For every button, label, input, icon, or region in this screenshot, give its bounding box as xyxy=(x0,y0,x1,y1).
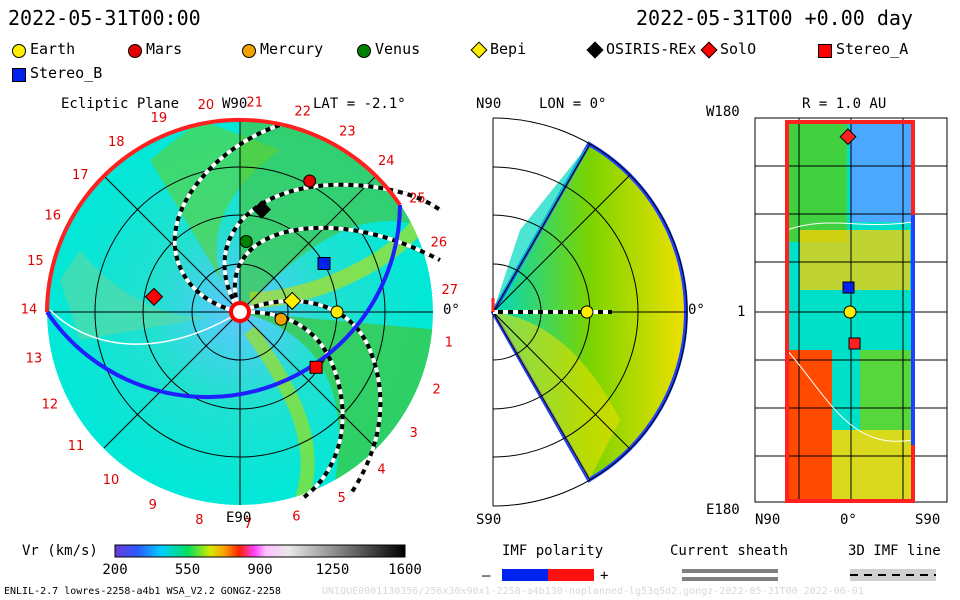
r1au-e180: E180 xyxy=(706,502,740,518)
body-marker-solo xyxy=(144,287,164,306)
r1au-w180: W180 xyxy=(706,104,740,120)
body-marker-bepi xyxy=(283,291,302,311)
mer-title: LON = 0° xyxy=(539,96,607,112)
body-marker-mars xyxy=(303,174,317,188)
ecliptic-panel xyxy=(45,118,442,505)
carrington-tick: 13 xyxy=(26,351,43,366)
footer-left: ENLIL-2.7 lowres-2258-a4b1 WSA_V2.2 GONG… xyxy=(4,586,281,597)
sheath-line-2 xyxy=(682,577,778,581)
carrington-tick: 20 xyxy=(198,98,215,113)
legend-swatch-square xyxy=(818,44,832,58)
legend-label: Stereo_B xyxy=(30,64,103,82)
carrington-tick: 9 xyxy=(149,498,157,513)
body-marker-stereo-a xyxy=(309,360,323,374)
header-left-time: 2022-05-31T00:00 xyxy=(8,6,201,30)
imf-plus: + xyxy=(600,568,609,584)
carrington-tick: 22 xyxy=(294,105,311,120)
carrington-tick: 16 xyxy=(45,209,62,224)
body-markers xyxy=(144,174,344,374)
legend-label: Stereo_A xyxy=(836,40,909,58)
carrington-tick: 11 xyxy=(68,439,85,454)
sheath-line-1 xyxy=(682,569,778,573)
colorbar-tick: 200 xyxy=(102,562,128,578)
imf3d-title: 3D IMF line xyxy=(848,543,941,559)
body-marker-mercury xyxy=(274,312,288,326)
colorbar-tick: 900 xyxy=(247,562,273,578)
footer-right: UNIQUE0001130356/256x30x90x1-2258-a4b130… xyxy=(322,586,864,597)
legend-swatch-circle xyxy=(357,44,371,58)
body-marker-earth xyxy=(330,305,344,319)
legend-swatch-circle xyxy=(128,44,142,58)
carrington-tick: 19 xyxy=(151,111,168,126)
colorbar-tick: 550 xyxy=(174,562,201,578)
carrington-tick: 25 xyxy=(409,192,426,207)
legend-label: Earth xyxy=(30,40,76,58)
r1au-x-left: N90 xyxy=(755,512,781,528)
imf-minus: – xyxy=(482,568,491,584)
carrington-tick: 4 xyxy=(377,463,385,478)
legend-swatch-circle xyxy=(242,44,256,58)
r1au-title: R = 1.0 AU xyxy=(802,96,887,112)
legend-swatch-square xyxy=(12,68,26,82)
lat-label: LAT = -2.1° xyxy=(313,96,406,112)
carrington-tick: 5 xyxy=(338,491,346,506)
carrington-tick: 1 xyxy=(445,335,453,350)
r1au-x-mid: 0° xyxy=(840,512,857,528)
colorbar-label: Vr (km/s) xyxy=(22,543,98,559)
legend-label: OSIRIS-REx xyxy=(606,40,697,58)
imf-negative xyxy=(502,569,548,581)
carrington-tick: 14 xyxy=(21,303,38,318)
meridional-panel xyxy=(490,117,688,507)
carrington-tick: 21 xyxy=(246,96,263,111)
mer-top-label: N90 xyxy=(476,96,502,112)
ecliptic-title: Ecliptic Plane xyxy=(61,96,180,112)
r1au-mid: 1 xyxy=(737,304,746,320)
colorbar xyxy=(114,544,406,558)
carrington-tick: 8 xyxy=(195,513,203,528)
ecl-right-label: 0° xyxy=(443,302,460,318)
body-marker-osiris-rex xyxy=(252,200,271,219)
legend-label: Venus xyxy=(375,40,421,58)
carrington-tick: 3 xyxy=(410,426,418,441)
colorbar-tick: 1600 xyxy=(388,562,422,578)
body-marker-stereo-b xyxy=(317,257,331,270)
legend-label: SolO xyxy=(720,40,757,58)
carrington-tick: 17 xyxy=(72,168,89,183)
carrington-tick: 23 xyxy=(339,124,356,139)
carrington-tick: 2 xyxy=(432,383,440,398)
carrington-tick: 10 xyxy=(103,473,120,488)
carrington-tick: 24 xyxy=(378,154,395,169)
ecl-top-label: W90 xyxy=(222,96,248,112)
legend-swatch-circle xyxy=(12,44,26,58)
carrington-tick: 18 xyxy=(108,135,125,150)
carrington-tick: 12 xyxy=(42,398,59,413)
carrington-tick: 15 xyxy=(27,254,44,269)
carrington-tick: 26 xyxy=(431,236,448,251)
legend-label: Bepi xyxy=(490,40,527,58)
carrington-tick: 27 xyxy=(442,283,459,298)
imf-positive xyxy=(548,569,594,581)
legend-label: Mercury xyxy=(260,40,324,58)
r1au-x-right: S90 xyxy=(915,512,941,528)
legend-label: Mars xyxy=(146,40,183,58)
r1au-panel xyxy=(754,117,948,503)
sheath-title: Current sheath xyxy=(670,543,789,559)
mer-right-label: 0° xyxy=(688,302,705,318)
ecl-bottom-label: E90 xyxy=(226,510,252,526)
body-marker-venus xyxy=(239,235,253,248)
imf-title: IMF polarity xyxy=(502,543,604,559)
carrington-tick: 6 xyxy=(292,509,300,524)
carrington-tick: 7 xyxy=(244,517,252,532)
mer-bottom-label: S90 xyxy=(476,512,502,528)
header-right-time: 2022-05-31T00 +0.00 day xyxy=(636,6,913,30)
colorbar-tick: 1250 xyxy=(315,562,350,578)
